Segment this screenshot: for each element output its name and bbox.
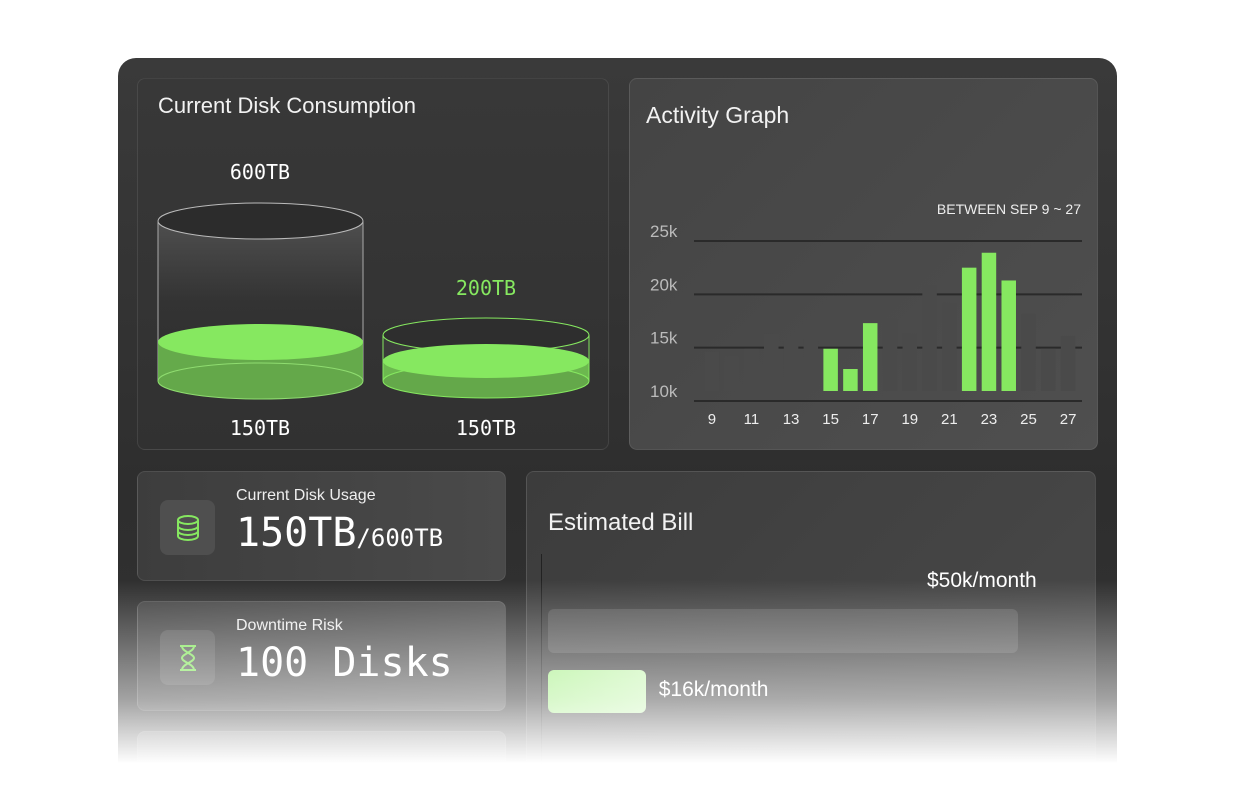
x-tick-label: 9 [708, 411, 716, 428]
right-used-label: 150TB [455, 416, 517, 440]
card-title: Current Disk Consumption [158, 93, 416, 118]
bar-day-11 [744, 348, 759, 391]
usage-used: 150TB [236, 510, 357, 556]
x-tick-label: 17 [862, 411, 879, 428]
right-capacity-label: 200TB [455, 276, 517, 300]
bar-day-27 [1060, 335, 1076, 391]
current-bill-label: $16k/month [658, 678, 769, 701]
max-bill-bar [548, 609, 1018, 653]
usage-total: /600TB [356, 524, 444, 552]
disk-usage-card: Current Disk Usage 150TB/600TB [137, 471, 506, 581]
left-used-label: 150TB [229, 416, 291, 440]
bar-day-12 [764, 333, 779, 391]
current-bill-bar [548, 670, 646, 713]
estimated-bill-card: Estimated Bill $50k/month $16k/month [526, 471, 1096, 794]
disk-consumption-card: Current Disk Consumption 600TB 200TB 150… [137, 78, 609, 450]
card-title: Activity Graph [646, 102, 790, 128]
bar-day-13 [783, 341, 799, 391]
risk-label: Downtime Risk [236, 617, 343, 634]
disk-cylinders [157, 202, 590, 400]
x-tick-label: 13 [783, 411, 800, 428]
bar-day-14 [803, 339, 819, 391]
bar-day-16 [843, 369, 858, 391]
x-tick-label: 19 [901, 411, 918, 428]
activity-bar-chart: 25k 20k 15k 10k 9 11 13 15 17 19 21 23 25 27 [650, 222, 1082, 428]
bar-day-25 [1021, 313, 1036, 391]
bar-day-19 [902, 333, 918, 391]
database-icon [160, 500, 215, 555]
bar-day-22 [961, 267, 977, 391]
y-tick-label: 20k [650, 275, 678, 294]
bar-day-18 [882, 318, 898, 391]
bar-day-26 [1041, 348, 1056, 391]
left-cylinder [157, 202, 364, 400]
y-tick-label: 25k [650, 222, 678, 241]
x-tick-label: 27 [1060, 411, 1077, 428]
x-tick-label: 25 [1020, 411, 1037, 428]
axis-line [541, 554, 542, 794]
bar-day-9 [704, 351, 720, 391]
x-tick-label: 23 [981, 411, 998, 428]
bar-day-21 [942, 302, 957, 391]
usage-value: 150TB/600TB [236, 510, 443, 556]
bar-day-10 [724, 356, 739, 391]
y-tick-label: 15k [650, 329, 678, 348]
left-capacity-label: 600TB [229, 160, 291, 184]
usage-label: Current Disk Usage [236, 487, 376, 504]
bar-day-20 [922, 285, 937, 391]
bar-day-24 [1001, 280, 1016, 391]
bar-day-17 [862, 323, 878, 391]
hourglass-icon [160, 630, 215, 685]
max-bill-label: $50k/month [927, 569, 1037, 592]
x-tick-label: 15 [822, 411, 839, 428]
y-tick-label: 10k [650, 382, 678, 401]
bar-day-15 [823, 348, 838, 391]
extra-card [137, 731, 506, 791]
right-cylinder [382, 317, 590, 399]
card-title: Estimated Bill [548, 509, 694, 536]
downtime-risk-card: Downtime Risk 100 Disks [137, 601, 506, 711]
date-range-label: BETWEEN SEP 9 ~ 27 [936, 201, 1081, 217]
x-tick-label: 11 [744, 411, 760, 428]
activity-graph-card: Activity Graph BETWEEN SEP 9 ~ 27 25k 20k… [629, 78, 1098, 450]
x-tick-label: 21 [941, 411, 958, 428]
bar-day-23 [981, 252, 997, 391]
risk-value: 100 Disks [236, 640, 453, 686]
